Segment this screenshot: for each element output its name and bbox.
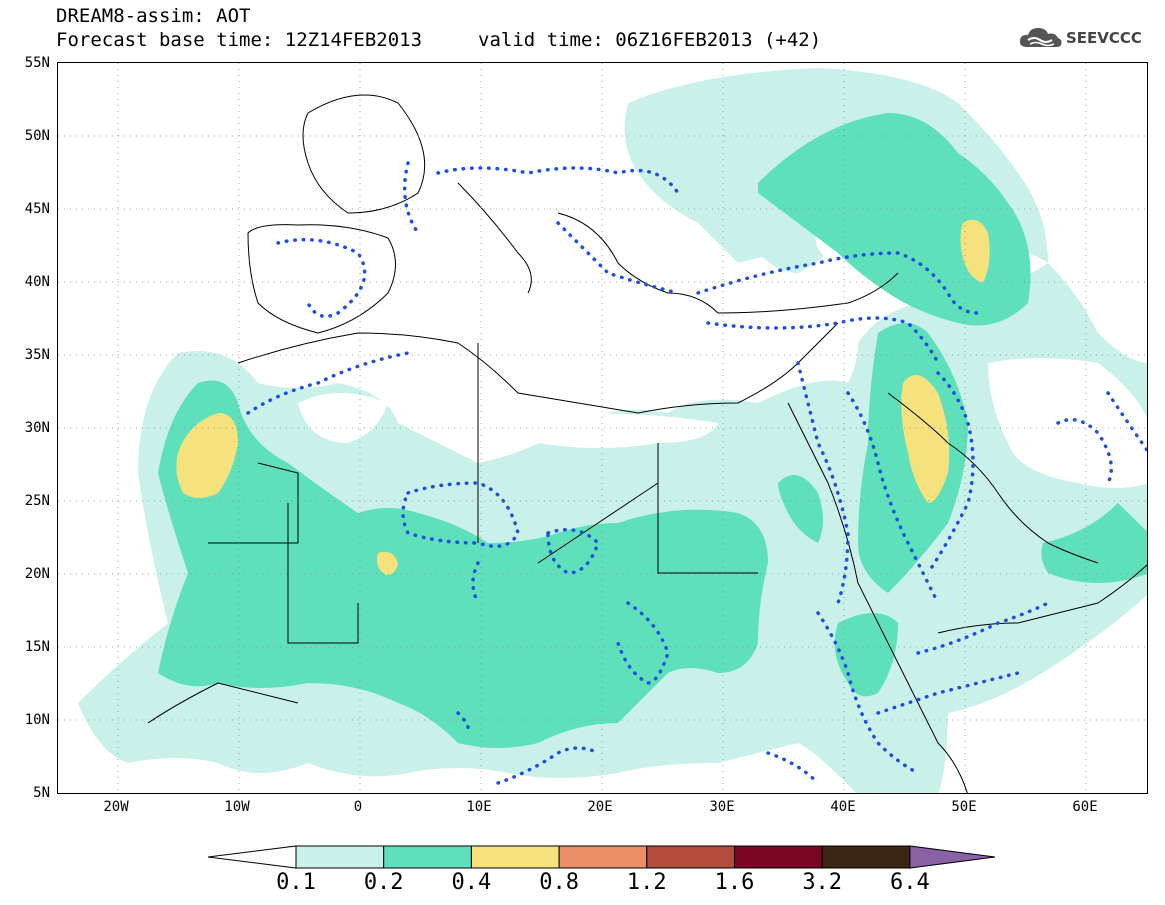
colorbar-box [646, 845, 735, 869]
lat-label-50n: 50N [24, 128, 50, 144]
colorbar-box [734, 845, 823, 869]
lat-label-30n: 30N [24, 420, 50, 436]
lon-label-50e: 50E [951, 799, 977, 815]
colorbar-label: 0.1 [276, 870, 316, 895]
forecast-times: Forecast base time: 12Z14FEB2013 valid ti… [56, 29, 821, 51]
lon-label-10w: 10W [224, 799, 250, 815]
lon-label-0: 0 [353, 799, 363, 815]
graticule [58, 63, 1147, 793]
lat-label-5n: 5N [33, 785, 50, 801]
colorbar-label: 0.2 [363, 870, 404, 895]
lat-label-45n: 45N [24, 201, 50, 217]
lat-label-25n: 25N [24, 493, 50, 509]
colorbar-box [821, 845, 911, 869]
colorbar-box [383, 845, 472, 869]
logo-text: SEEVCCC [1066, 29, 1142, 47]
colorbar-label: 1.2 [626, 870, 667, 895]
lon-label-20e: 20E [587, 799, 613, 815]
lat-label-20n: 20N [24, 566, 50, 582]
colorbar-low-arrow [207, 845, 297, 869]
lat-label-15n: 15N [24, 639, 50, 655]
valid-time: valid time: 06Z16FEB2013 (+42) [478, 29, 822, 51]
colorbar-box [558, 845, 648, 869]
lat-label-10n: 10N [24, 712, 50, 728]
lat-label-35n: 35N [24, 347, 50, 363]
base-time: Forecast base time: 12Z14FEB2013 [56, 29, 423, 51]
colorbar-label: 1.6 [714, 870, 755, 895]
colorbar-label: 3.2 [802, 870, 843, 895]
map-title: DREAM8-assim: AOT [56, 5, 251, 27]
dotted-contours [246, 161, 1147, 785]
colorbar-box [295, 845, 385, 869]
lon-label-40e: 40E [830, 799, 856, 815]
lat-label-40n: 40N [24, 274, 50, 290]
colorbar-label: 0.8 [539, 870, 579, 895]
map-canvas [58, 63, 1147, 793]
seevccc-logo: SEEVCCC [1018, 24, 1142, 52]
lon-label-30e: 30E [709, 799, 735, 815]
colorbar-box [470, 845, 560, 869]
lon-label-60e: 60E [1072, 799, 1098, 815]
lon-label-20w: 20W [103, 799, 129, 815]
aot-map [57, 62, 1148, 794]
colorbar-high-arrow [909, 845, 996, 869]
lat-label-55n: 55N [24, 55, 50, 71]
coastlines-borders [147, 94, 1147, 793]
colorbar [207, 845, 996, 869]
lon-label-10e: 10E [466, 799, 492, 815]
aot-0.4-shading [176, 219, 990, 575]
cloud-icon [1019, 28, 1062, 47]
colorbar-label: 0.4 [451, 870, 492, 895]
colorbar-label: 6.4 [890, 870, 930, 895]
